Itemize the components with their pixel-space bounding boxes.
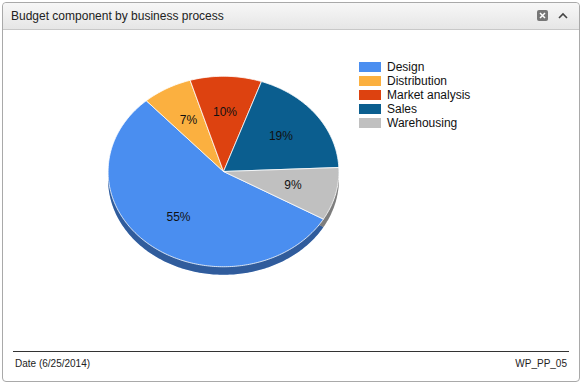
html-text:Sales: Sales xyxy=(387,102,417,116)
svg-text:55%: 55% xyxy=(166,210,190,224)
svg-text:9%: 9% xyxy=(284,178,302,192)
svg-text:7%: 7% xyxy=(180,113,198,127)
html-text:Distribution: Distribution xyxy=(387,74,447,88)
html-text:WP_PP_05: WP_PP_05 xyxy=(515,358,567,369)
svg-text:10%: 10% xyxy=(213,105,237,119)
html-text:Market analysis: Market analysis xyxy=(387,88,471,102)
html-text:Budget component by business p: Budget component by business process xyxy=(11,9,224,23)
html-text:Date (6/25/2014): Date (6/25/2014) xyxy=(15,358,91,369)
html-text:Warehousing: Warehousing xyxy=(387,116,458,130)
html-text:Design: Design xyxy=(387,60,425,74)
svg-text:19%: 19% xyxy=(269,129,293,143)
